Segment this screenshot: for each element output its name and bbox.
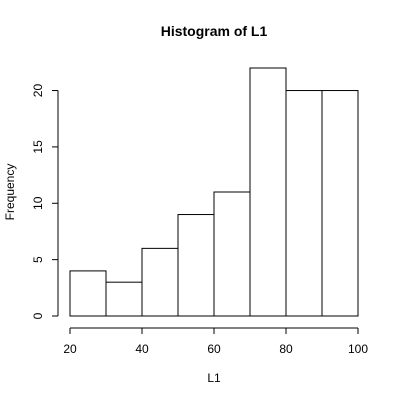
histogram-bar-80-90 <box>285 90 323 317</box>
chart-title: Histogram of L1 <box>161 23 268 39</box>
x-tick-label: 80 <box>279 342 293 356</box>
y-tick-label: 15 <box>31 140 45 154</box>
x-axis: 20 40 60 80 100 <box>63 327 368 356</box>
histogram-bar-60-70 <box>213 191 251 317</box>
y-axis: 0 5 10 15 20 <box>31 84 59 319</box>
histogram-bar-20-30 <box>69 270 107 317</box>
x-tick-label: 60 <box>207 342 221 356</box>
histogram-bar-70-80 <box>249 67 287 317</box>
y-tick-label: 10 <box>31 196 45 210</box>
x-tick-label: 20 <box>63 342 77 356</box>
y-axis-label: Frequency <box>3 164 17 221</box>
y-tick-label: 5 <box>31 256 45 263</box>
y-tick-label: 0 <box>31 312 45 319</box>
histogram-bar-90-100 <box>321 90 359 317</box>
histogram-bar-40-50 <box>141 247 179 317</box>
histogram-bar-50-60 <box>177 214 215 317</box>
histogram-bar-30-40 <box>105 281 143 317</box>
x-axis-label: L1 <box>207 371 221 385</box>
y-tick-label: 20 <box>31 84 45 98</box>
bars-group <box>69 67 359 317</box>
x-tick-label: 100 <box>348 342 368 356</box>
x-tick-label: 40 <box>135 342 149 356</box>
